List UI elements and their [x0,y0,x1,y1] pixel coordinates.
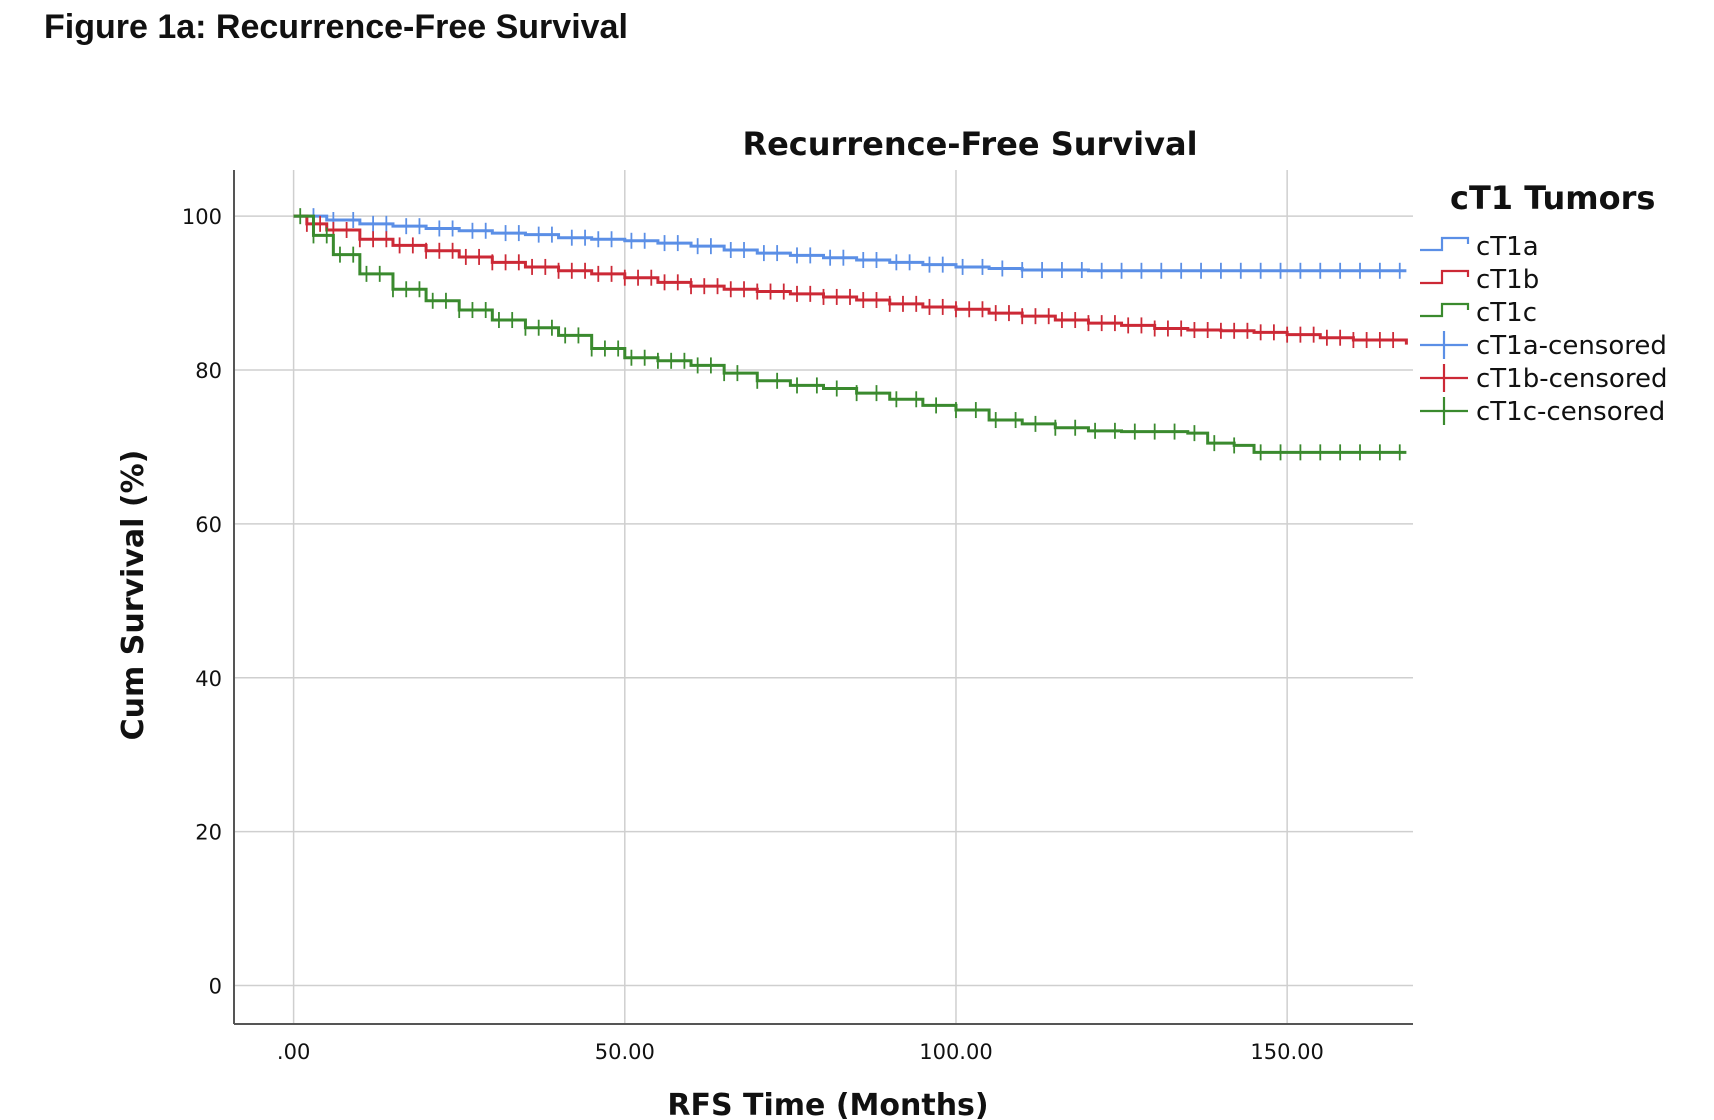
series-cT1a [293,208,1407,279]
legend-label: cT1b-censored [1476,364,1667,394]
legend-label: cT1b [1476,265,1539,295]
legend-swatch-line [1420,302,1470,318]
legend-swatch-line [1420,236,1470,252]
x-tick-label: 150.00 [1250,1040,1323,1064]
axes-layer: .00 50.00 100.00 150.00 0 20 40 60 80 100 [182,170,1413,1064]
legend-entry: cT1a-censored [1420,331,1667,361]
series-layer [293,208,1408,461]
legend-swatch-line [1420,269,1470,285]
series-line-cT1a [293,214,1407,273]
y-tick-label: 80 [195,359,222,383]
figure-heading: Figure 1a: Recurrence-Free Survival [44,8,628,46]
x-axis-label: RFS Time (Months) [667,1088,988,1120]
legend-entry: cT1b [1420,265,1539,295]
legend-entry: cT1c-censored [1420,397,1665,427]
series-line-cT1b [293,214,1408,345]
y-tick-label: 20 [195,821,222,845]
y-tick-label: 0 [209,975,222,999]
series-cT1c [293,208,1407,461]
legend-entry: cT1b-censored [1420,364,1667,394]
chart-title: Recurrence-Free Survival [742,125,1197,163]
legend-label: cT1a [1476,232,1539,262]
legend: cT1 Tumors cT1acT1bcT1ccT1a-censoredcT1b… [1420,179,1667,427]
y-axis-label: Cum Survival (%) [116,450,151,741]
series-line-cT1c [293,214,1407,454]
legend-label: cT1a-censored [1476,331,1667,361]
y-tick-label: 40 [195,667,222,691]
y-tick-label: 60 [195,513,222,537]
x-tick-label: 100.00 [919,1040,992,1064]
legend-label: cT1c-censored [1476,397,1665,427]
legend-title: cT1 Tumors [1450,179,1655,217]
y-tick-label: 100 [182,205,222,229]
series-cT1b [293,214,1408,349]
x-tick-label: .00 [277,1040,310,1064]
x-tick-label: 50.00 [595,1040,655,1064]
legend-label: cT1c [1476,298,1537,328]
legend-entry: cT1c [1420,298,1537,328]
legend-entry: cT1a [1420,232,1539,262]
